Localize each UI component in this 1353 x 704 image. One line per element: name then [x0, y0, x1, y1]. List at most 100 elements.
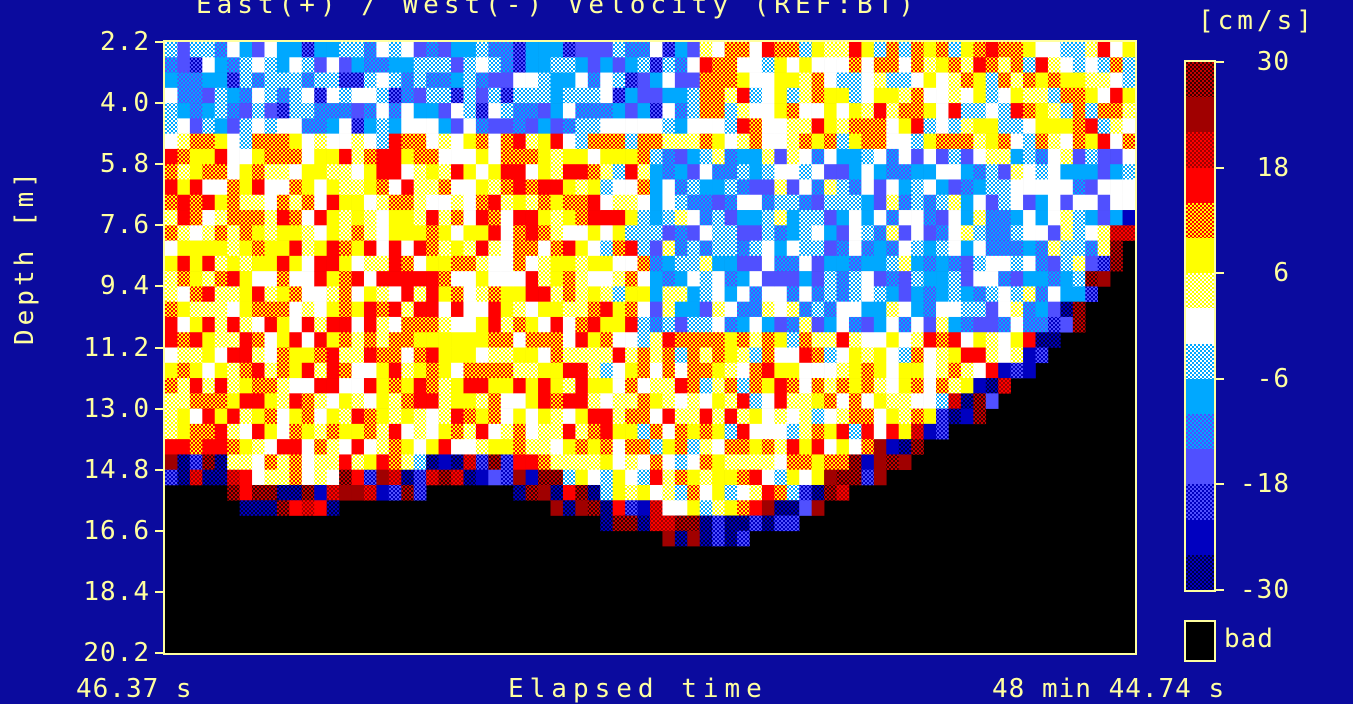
y-axis-tick: [155, 224, 163, 227]
heatmap-cell: [413, 42, 427, 58]
y-axis-tick: [155, 529, 163, 532]
heatmap-cell: [376, 347, 390, 364]
heatmap-cell: [774, 286, 788, 302]
heatmap-cell: [550, 469, 564, 486]
heatmap-cell: [886, 362, 900, 379]
heatmap-cell: [886, 118, 900, 134]
heatmap-cell: [550, 347, 564, 364]
heatmap-cell: [836, 454, 850, 471]
heatmap-cell: [612, 57, 626, 73]
heatmap-cell: [936, 347, 949, 364]
heatmap-cell: [575, 57, 589, 73]
heatmap-cell: [674, 271, 688, 287]
colorbar-segment: [1186, 273, 1214, 309]
heatmap-cell: [314, 271, 327, 287]
heatmap-cell: [301, 393, 315, 409]
heatmap-cell: [898, 316, 912, 333]
heatmap-cell: [500, 408, 514, 425]
heatmap-cell: [637, 42, 651, 58]
heatmap-cell: [488, 393, 502, 409]
heatmap-cell: [824, 118, 837, 134]
heatmap-cell: [836, 484, 850, 501]
heatmap-cell: [824, 332, 837, 348]
heatmap-cell: [376, 87, 390, 104]
heatmap-cell: [587, 240, 601, 257]
heatmap-cell: [960, 133, 974, 150]
heatmap-cell: [426, 148, 439, 165]
heatmap-cell: [1035, 103, 1049, 119]
heatmap-cell: [488, 57, 502, 73]
heatmap-cell: [463, 378, 477, 394]
heatmap-cell: [811, 408, 825, 425]
heatmap-cell: [214, 439, 228, 455]
heatmap-cell: [712, 408, 725, 425]
heatmap-cell: [438, 255, 452, 272]
heatmap-cell: [960, 393, 974, 409]
heatmap-cell: [886, 454, 900, 471]
heatmap-cell: [451, 133, 464, 150]
heatmap-cell: [575, 408, 589, 425]
heatmap-cell: [1035, 72, 1049, 89]
heatmap-cell: [923, 423, 937, 440]
heatmap-cell: [1085, 118, 1098, 134]
heatmap-cell: [898, 362, 912, 379]
heatmap-cell: [662, 72, 676, 89]
heatmap-cell: [948, 179, 962, 196]
heatmap-cell: [898, 332, 912, 348]
heatmap-cell: [1097, 72, 1111, 89]
heatmap-cell: [948, 225, 962, 241]
heatmap-cell: [314, 301, 327, 318]
heatmap-cell: [861, 347, 875, 364]
heatmap-cell: [936, 103, 949, 119]
heatmap-cell: [177, 316, 191, 333]
y-axis-tick-label: 9.4: [100, 271, 150, 302]
heatmap-cell: [463, 240, 477, 257]
heatmap-cell: [438, 240, 452, 257]
heatmap-cell: [401, 408, 415, 425]
heatmap-cell: [637, 271, 651, 287]
heatmap-cell: [401, 42, 415, 58]
heatmap-cell: [227, 408, 240, 425]
heatmap-cell: [513, 179, 526, 196]
heatmap-cell: [836, 316, 850, 333]
heatmap-cell: [289, 362, 303, 379]
colorbar-segment: [1186, 202, 1214, 239]
heatmap-cell: [227, 378, 240, 394]
heatmap-cell: [413, 210, 427, 226]
heatmap-cell: [724, 316, 738, 333]
heatmap-cell: [413, 347, 427, 364]
heatmap-cell: [1035, 210, 1049, 226]
heatmap-cell: [252, 393, 265, 409]
heatmap-cell: [712, 225, 725, 241]
heatmap-cell: [177, 240, 191, 257]
heatmap-cell: [799, 133, 812, 150]
heatmap-cell: [799, 179, 812, 196]
heatmap-cell: [985, 378, 999, 394]
heatmap-cell: [376, 57, 390, 73]
heatmap-cell: [301, 194, 315, 211]
heatmap-cell: [712, 42, 725, 58]
heatmap-cell: [612, 423, 626, 440]
heatmap-cell: [438, 316, 452, 333]
heatmap-cell: [475, 378, 489, 394]
heatmap-cell: [786, 164, 800, 180]
heatmap-cell: [936, 301, 949, 318]
heatmap-cell: [1010, 210, 1024, 226]
heatmap-cell: [600, 255, 613, 272]
heatmap-cell: [351, 286, 365, 302]
heatmap-cell: [1023, 286, 1036, 302]
heatmap-cell: [413, 103, 427, 119]
heatmap-cell: [848, 133, 862, 150]
heatmap-cell: [761, 347, 775, 364]
heatmap-cell: [923, 42, 937, 58]
heatmap-cell: [1010, 301, 1024, 318]
heatmap-cell: [786, 439, 800, 455]
heatmap-cell: [239, 301, 253, 318]
heatmap-cell: [376, 72, 390, 89]
heatmap-cell: [699, 210, 713, 226]
heatmap-cell: [289, 484, 303, 501]
heatmap-cell: [761, 148, 775, 165]
heatmap-cell: [998, 362, 1011, 379]
heatmap-cell: [637, 332, 651, 348]
heatmap-cell: [252, 423, 265, 440]
